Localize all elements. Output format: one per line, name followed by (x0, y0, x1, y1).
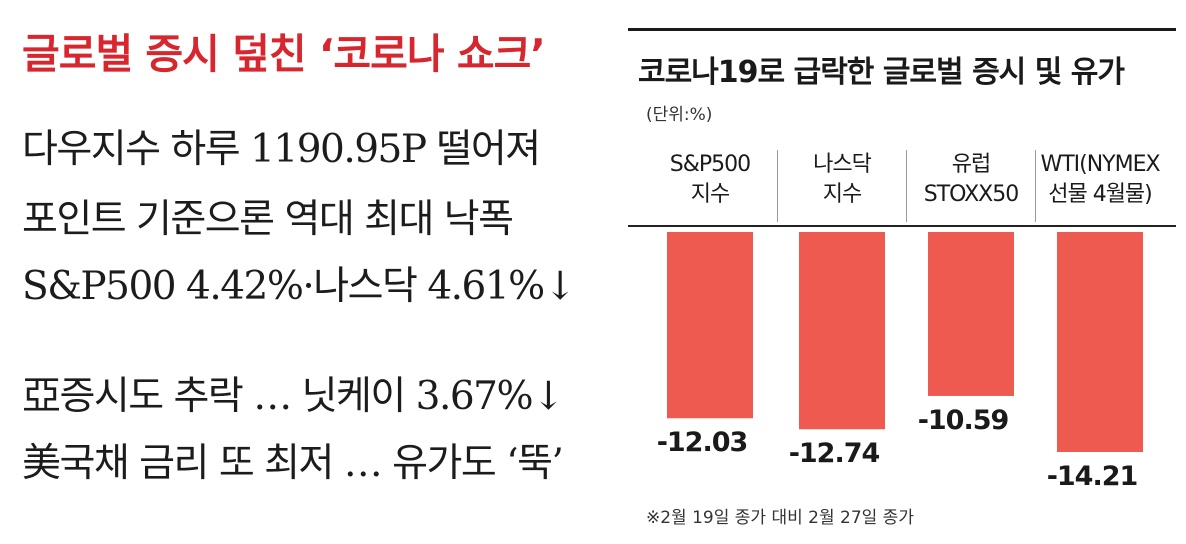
subheadline-5: 美국채 금리 또 최저 … 유가도 ‘뚝’ (22, 441, 564, 486)
subheadline-2: 포인트 기준으론 역대 최대 낙폭 (22, 197, 514, 242)
bar-value-label: -10.59 (918, 405, 1009, 436)
category-label-line: 지수 (822, 182, 862, 207)
chart-top-rule (628, 28, 1176, 31)
bar-value-label: -12.74 (789, 438, 880, 469)
bar-chart: -12.03 -12.74 -10.59 -14.21 (657, 232, 1143, 492)
category-label-line: 지수 (690, 182, 730, 207)
headline: 글로벌 증시 덮친 ‘코로나 쇼크’ (22, 30, 546, 78)
category-label-line: 유럽 (951, 152, 991, 177)
category-divider (1035, 150, 1036, 222)
bar-value-label: -12.03 (657, 427, 748, 458)
category-label-nasdaq: 나스닥 지수 (782, 150, 902, 210)
subheadline-4: 亞증시도 추락 … 닛케이 3.67%↓ (22, 374, 565, 419)
category-label-sp500: S&P500 지수 (650, 150, 770, 210)
category-label-line: 나스닥 (813, 152, 872, 177)
bar (928, 232, 1014, 396)
category-label-line: 선물 4월물) (1048, 182, 1153, 207)
bar-value-label: -14.21 (1047, 461, 1138, 492)
category-label-stoxx50: 유럽 STOXX50 (911, 150, 1031, 210)
subheadline-1: 다우지수 하루 1190.95P 떨어져 (22, 127, 541, 172)
chart-baseline (628, 225, 1176, 227)
category-divider (906, 150, 907, 222)
category-label-wti: WTI(NYMEX 선물 4월물) (1040, 150, 1160, 210)
subheadline-3: S&P500 4.42%·나스닥 4.61%↓ (22, 264, 576, 309)
category-divider (777, 150, 778, 222)
bar (667, 232, 753, 419)
chart-footnote: ※2월 19일 종가 대비 2월 27일 종가 (646, 508, 914, 528)
article-headline-block: 글로벌 증시 덮친 ‘코로나 쇼크’ 다우지수 하루 1190.95P 떨어져 … (22, 0, 602, 544)
bar (799, 232, 885, 430)
chart-unit: (단위:%) (646, 105, 713, 125)
chart-title: 코로나19로 급락한 글로벌 증시 및 유가 (638, 55, 1125, 90)
category-label-line: S&P500 (669, 152, 751, 177)
chart-panel: 코로나19로 급락한 글로벌 증시 및 유가 (단위:%) S&P500 지수 … (628, 0, 1176, 544)
category-label-line: STOXX50 (923, 182, 1019, 207)
bar (1057, 232, 1143, 452)
category-label-line: WTI(NYMEX (1040, 152, 1160, 177)
